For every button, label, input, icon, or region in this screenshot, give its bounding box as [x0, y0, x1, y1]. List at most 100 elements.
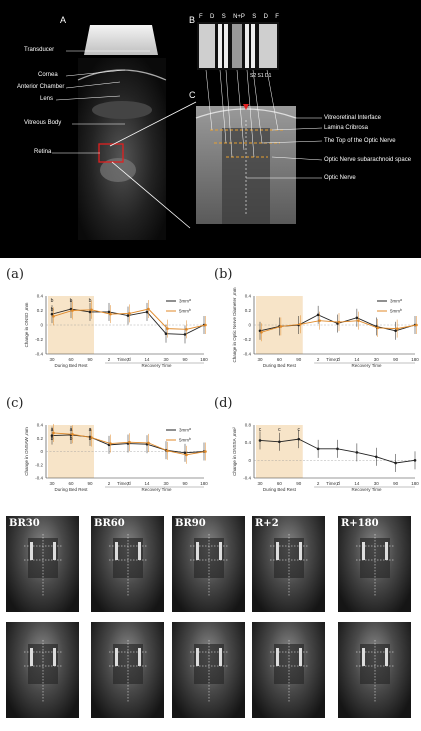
ultrasound-overlay [109, 534, 147, 596]
chart-c-svg: (c) -0.4 -0.2 0 0.2 0.4 Change in ONSAW ,mm 30 6… [6, 396, 208, 492]
data-point [260, 330, 263, 334]
legend-label: 5mmb [390, 308, 402, 314]
y-tick-label: 0.2 [245, 308, 252, 313]
data-point [71, 432, 74, 436]
panel-label: (a) [6, 267, 24, 282]
data-point [183, 451, 187, 455]
anatomy-figure: A B C F D S N+P S D F S2 S1 D1 Transduce… [0, 0, 421, 258]
x-tick-label: 7 [127, 357, 130, 362]
chart-c: (c) -0.4 -0.2 0 0.2 0.4 Change in ONSAW ,mm 30 6… [0, 391, 210, 516]
phase-label-bed-rest: During Bed Rest [263, 363, 297, 368]
y-tick-label: 0.4 [245, 294, 252, 299]
x-tick-label: 90 [393, 481, 399, 486]
significance-label: c [298, 427, 301, 433]
data-point [183, 333, 187, 336]
data-point [279, 325, 283, 328]
ultrasound-overlay [270, 640, 308, 702]
x-tick-label: 30 [374, 481, 380, 486]
legend-label: 5mmb [179, 437, 191, 443]
label-anterior-chamber: Anterior Chamber [17, 84, 65, 90]
phase-label-recovery: Recovery Time [141, 487, 172, 492]
panel-label: (c) [6, 396, 23, 411]
data-point [316, 447, 320, 451]
y-tick-label: 0.4 [245, 440, 252, 445]
ultrasound-overlay [356, 640, 394, 702]
x-tick-label: 180 [411, 481, 419, 486]
data-point [52, 315, 55, 318]
x-tick-label: 2 [317, 481, 320, 486]
phase-label-bed-rest: During Bed Rest [54, 487, 88, 492]
data-point [374, 455, 378, 459]
legend-label: 3mma [179, 427, 191, 433]
data-point [50, 312, 54, 316]
data-point [316, 313, 320, 317]
panel-letter-b: B [189, 15, 196, 25]
scan-letter-row: F D S N+P S D F [199, 14, 279, 20]
label-vitreous-body: Vitreous Body [24, 120, 62, 126]
y-axis-label: Change in Optic Nerve Diameter ,mm [232, 287, 237, 362]
x-tick-label: 30 [257, 481, 263, 486]
ultrasound-image [6, 622, 79, 718]
x-tick-label: 90 [182, 357, 188, 362]
label-lens: Lens [40, 96, 54, 102]
panel-label: (d) [214, 396, 232, 411]
y-tick-label: 0 [40, 323, 43, 328]
ultrasound-image: R+180 [338, 516, 411, 612]
data-point [128, 440, 131, 444]
data-point [204, 450, 207, 453]
data-point [258, 439, 262, 442]
significance-label: b [51, 298, 54, 304]
scan-letter: S [221, 14, 226, 20]
x-tick-label: 30 [49, 357, 55, 362]
y-tick-label: 0.4 [37, 423, 44, 428]
chart-a: (a) -0.4 -0.2 0 0.2 0.4 Change in ONSD ,mm 30 60… [0, 262, 210, 392]
data-point [109, 312, 112, 316]
scan-letter: F [275, 14, 279, 20]
ultrasound-overlay [24, 534, 62, 596]
legend-label: 3mma [179, 298, 191, 304]
data-point [336, 447, 339, 451]
phase-label-bed-rest: During Bed Rest [54, 363, 88, 368]
x-tick-label: 2 [317, 357, 320, 362]
significance-label: c [259, 427, 262, 433]
data-point [185, 328, 188, 331]
ultrasound-overlay [356, 534, 394, 596]
data-point [90, 308, 93, 312]
phase-label-recovery: Recovery Time [141, 363, 172, 368]
ultrasound-image [172, 622, 245, 718]
y-tick-label: 0 [248, 323, 251, 328]
ultrasound-label: BR30 [9, 518, 40, 529]
data-point [71, 309, 74, 312]
y-axis-label: Change in ONSAW ,mm [24, 427, 29, 476]
ultrasound-overlay [190, 534, 228, 596]
x-tick-label: 14 [144, 357, 150, 362]
data-point [50, 434, 54, 437]
significance-label: c [278, 427, 281, 433]
data-point [164, 332, 168, 335]
y-tick-label: 0 [248, 458, 251, 463]
x-tick-label: 14 [144, 481, 150, 486]
data-point [395, 327, 399, 330]
y-axis-label: Change in ONSSA ,mm² [232, 427, 237, 476]
significance-label: a [70, 427, 73, 433]
eye-scan [78, 58, 166, 240]
significance-label: a [89, 427, 92, 433]
significance-label: b [89, 298, 92, 304]
x-tick-label: 90 [296, 481, 302, 486]
x-tick-label: 30 [374, 357, 380, 362]
ultrasound-image: BR30 [6, 516, 79, 612]
data-point [204, 323, 207, 327]
data-point [107, 310, 111, 314]
label-optic-nerve: Optic Nerve [324, 175, 356, 181]
x-tick-label: 90 [393, 357, 399, 362]
ultrasound-overlay [24, 640, 62, 702]
ultrasound-overlay [109, 640, 147, 702]
x-tick-label: 90 [87, 481, 93, 486]
y-tick-label: 0.4 [37, 294, 44, 299]
y-tick-label: 0.2 [37, 308, 44, 313]
chart-a-svg: (a) -0.4 -0.2 0 0.2 0.4 Change in ONSD ,mm 30 60… [6, 267, 208, 368]
significance-label: b [70, 436, 73, 442]
chart-b: (b) -0.4 -0.2 0 0.2 0.4 Change in Optic Nerve … [208, 262, 421, 392]
ultrasound-label: BR60 [94, 518, 125, 529]
data-point [318, 319, 321, 322]
